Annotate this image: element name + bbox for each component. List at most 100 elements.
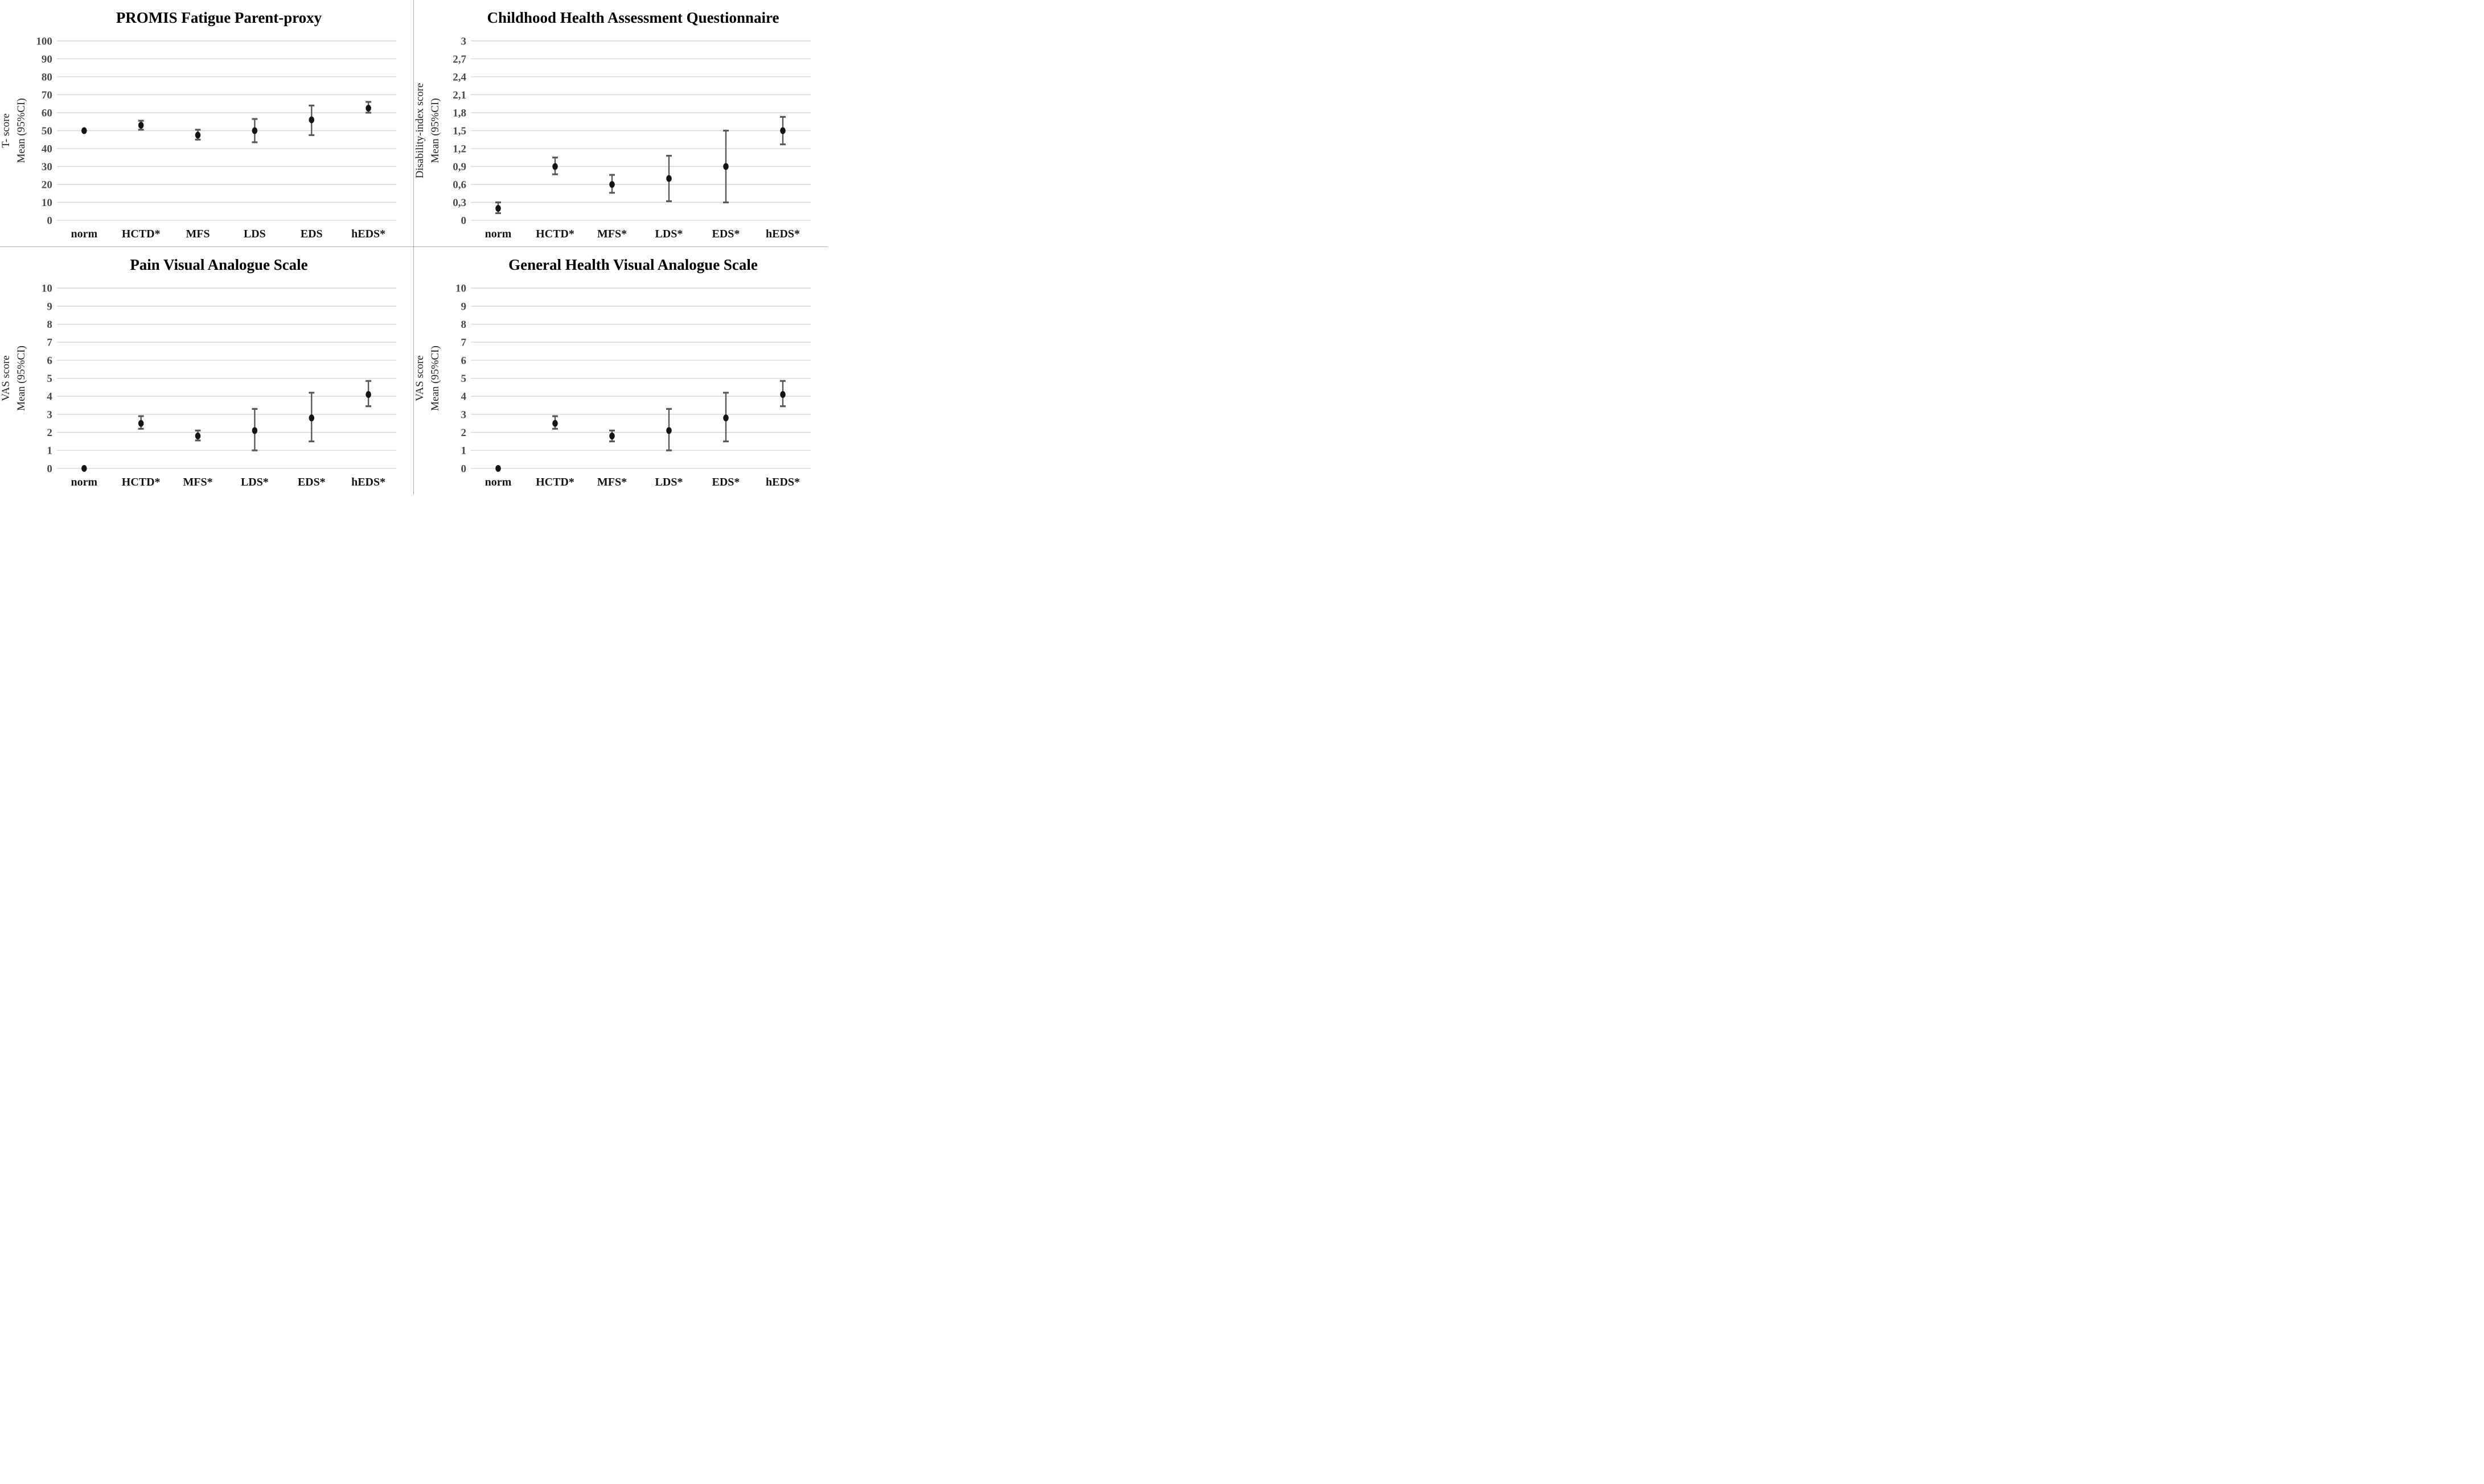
x-category-label: LDS*	[241, 476, 269, 488]
mean-marker	[366, 105, 371, 112]
y-tick-label: 10	[42, 283, 52, 295]
mean-marker	[81, 127, 87, 134]
y-tick-label: 7	[461, 337, 466, 349]
y-axis-label-line2: Mean (95%CI)	[429, 346, 441, 411]
mean-marker	[252, 127, 258, 134]
y-tick-label: 70	[42, 89, 52, 101]
y-tick-label: 4	[461, 391, 466, 403]
y-tick-label: 10	[42, 197, 52, 209]
y-tick-label: 0	[461, 215, 466, 227]
mean-marker	[366, 390, 371, 398]
y-tick-label: 30	[42, 161, 52, 173]
mean-marker	[552, 420, 558, 427]
mean-marker	[723, 163, 729, 170]
chaq-plot: 0 0,3 0,6 0,9 1,2 1,5 1,8 2,1 2,4 2,7 3 Childhood H…	[414, 9, 811, 240]
x-category-label: hEDS*	[351, 228, 385, 240]
y-tick-label: 1	[461, 445, 466, 457]
mean-marker	[138, 420, 144, 427]
promis-fatigue-plot: 0 10 20 30 40 50 60 70 80 90 100 PROMIS Fatigue Par…	[0, 9, 397, 240]
mean-marker	[609, 181, 615, 188]
y-tick-label: 0,3	[453, 197, 466, 209]
y-tick-label: 8	[47, 319, 52, 331]
pain-vas-plot: 0 1 2 3 4 5 6 7 8 9 10 Pain Visual Analogue Scale VA…	[0, 256, 397, 488]
x-category-label: LDS	[244, 228, 266, 240]
y-tick-label: 0,9	[453, 161, 466, 173]
y-axis-label-line1: VAS score	[414, 355, 426, 401]
y-tick-label: 50	[42, 125, 52, 137]
y-tick-label: 9	[47, 301, 52, 313]
y-tick-label: 40	[42, 143, 52, 155]
y-axis-label-line1: T- score	[0, 113, 12, 148]
panel-title: PROMIS Fatigue Parent-proxy	[116, 9, 322, 26]
x-category-label: MFS	[186, 228, 210, 240]
y-axis-label-line1: Disability-index score	[414, 83, 426, 179]
mean-marker	[552, 163, 558, 170]
y-tick-label: 3	[47, 409, 52, 421]
y-tick-label: 1,5	[453, 125, 466, 137]
y-tick-label: 7	[47, 337, 52, 349]
mean-marker	[195, 432, 201, 439]
mean-marker	[495, 464, 501, 472]
y-axis-label-line2: Mean (95%CI)	[429, 98, 441, 163]
panel-title: Pain Visual Analogue Scale	[130, 256, 307, 273]
x-category-label: norm	[485, 228, 512, 240]
x-category-label: HCTD*	[122, 228, 161, 240]
panel-promis-fatigue: 0 10 20 30 40 50 60 70 80 90 100 PROMIS Fatigue Par…	[0, 0, 414, 247]
x-category-label: norm	[71, 476, 98, 488]
y-tick-label: 1,8	[453, 107, 466, 119]
y-tick-label: 2,1	[453, 89, 466, 101]
x-category-label: HCTD*	[536, 228, 574, 240]
y-tick-label: 6	[47, 355, 52, 367]
y-tick-label: 1,2	[453, 143, 466, 155]
y-axis-label-line2: Mean (95%CI)	[15, 346, 27, 411]
y-tick-label: 2	[461, 427, 466, 439]
y-tick-label: 3	[461, 409, 466, 421]
x-category-label: hEDS*	[766, 476, 800, 488]
panel-chaq: 0 0,3 0,6 0,9 1,2 1,5 1,8 2,1 2,4 2,7 3 Childhood H…	[414, 0, 828, 247]
y-tick-label: 2,4	[453, 71, 466, 83]
x-category-label: LDS*	[655, 228, 683, 240]
y-tick-label: 60	[42, 107, 52, 119]
panel-pain-vas: 0 1 2 3 4 5 6 7 8 9 10 Pain Visual Analogue Scale VA…	[0, 247, 414, 495]
y-tick-label: 80	[42, 71, 52, 83]
y-tick-label: 0	[461, 463, 466, 475]
x-category-label: EDS*	[298, 476, 326, 488]
mean-marker	[609, 432, 615, 439]
y-tick-label: 0	[47, 463, 52, 475]
y-tick-label: 0	[47, 215, 52, 227]
mean-marker	[723, 414, 729, 422]
mean-marker	[195, 131, 201, 139]
y-tick-label: 100	[36, 35, 52, 47]
x-category-label: EDS	[301, 228, 323, 240]
mean-marker	[780, 127, 786, 134]
y-tick-label: 5	[47, 373, 52, 385]
y-tick-label: 6	[461, 355, 466, 367]
four-panel-errorbar-figure: 0 10 20 30 40 50 60 70 80 90 100 PROMIS Fatigue Par…	[0, 0, 828, 495]
y-tick-label: 9	[461, 301, 466, 313]
x-category-label: EDS*	[712, 228, 740, 240]
y-tick-label: 20	[42, 179, 52, 191]
mean-marker	[666, 427, 672, 434]
mean-marker	[309, 414, 315, 422]
y-tick-label: 2,7	[453, 54, 466, 65]
x-category-label: MFS*	[597, 228, 627, 240]
x-category-label: norm	[71, 228, 98, 240]
x-category-label: LDS*	[655, 476, 683, 488]
y-tick-label: 10	[455, 283, 466, 295]
y-tick-label: 90	[42, 54, 52, 65]
y-tick-label: 5	[461, 373, 466, 385]
panel-general-health-vas: 0 1 2 3 4 5 6 7 8 9 10 General Health Visual Analog…	[414, 247, 828, 495]
x-category-label: hEDS*	[351, 476, 385, 488]
y-tick-label: 1	[47, 445, 52, 457]
mean-marker	[309, 116, 315, 124]
x-category-label: norm	[485, 476, 512, 488]
panel-title: General Health Visual Analogue Scale	[508, 256, 758, 273]
mean-marker	[780, 390, 786, 398]
mean-marker	[666, 175, 672, 182]
y-tick-label: 8	[461, 319, 466, 331]
y-axis-label-line1: VAS score	[0, 355, 12, 401]
x-category-label: hEDS*	[766, 228, 800, 240]
x-category-label: HCTD*	[122, 476, 161, 488]
y-tick-label: 3	[461, 35, 466, 47]
x-category-label: MFS*	[597, 476, 627, 488]
